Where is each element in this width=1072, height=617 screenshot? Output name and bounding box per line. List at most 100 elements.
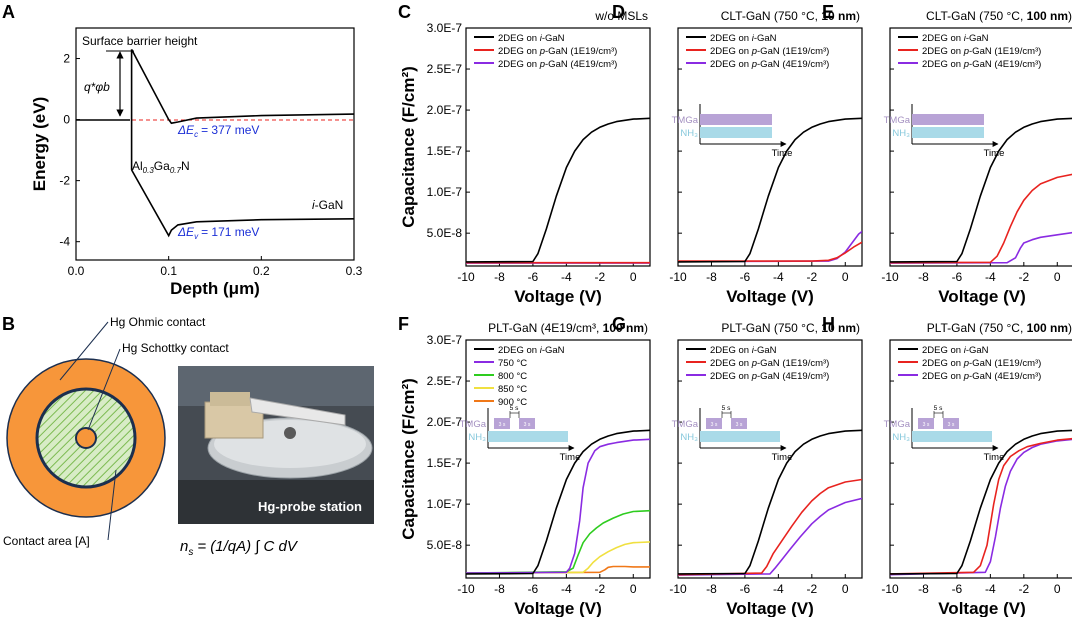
title-suffix: )	[1068, 321, 1072, 335]
legend-prefix: 800 °C	[498, 371, 527, 382]
inset-pulse-on-label: 3 s	[948, 422, 955, 428]
series-line	[678, 117, 862, 263]
panel-a-ytick-label: 2	[63, 52, 70, 66]
title-suffix: )	[644, 321, 648, 335]
xtick-label: -6	[740, 582, 751, 596]
legend-suffix: -GaN	[754, 33, 777, 44]
series-line	[890, 117, 1072, 263]
legend-suffix: -GaN	[966, 345, 989, 356]
title-suffix: )	[856, 9, 860, 23]
title-prefix: PLT-GaN (750 °C,	[721, 321, 821, 335]
legend-label: 2DEG on i-GaN	[710, 345, 777, 356]
schottky-leader	[87, 348, 121, 431]
title-bold: 100 nm	[1027, 321, 1068, 335]
ytick-label: 2.5E-7	[427, 62, 463, 76]
series-line	[890, 437, 1072, 575]
xtick-label: -6	[740, 270, 751, 284]
legend-prefix: 2DEG on	[498, 46, 540, 57]
panel-g: G PLT-GaN (750 °C, 10 nm) -10 -8 -6 -4 -2 0 Volt…	[612, 314, 863, 617]
xtick-label: -2	[806, 582, 817, 596]
legend-label: 2DEG on i-GaN	[498, 345, 565, 356]
series-line	[466, 509, 650, 574]
panel-d: D CLT-GaN (750 °C, 10 nm) -10 -8 -6 -4 -2 0 Volt…	[612, 2, 863, 306]
ohmic-label: Hg Ohmic contact	[110, 315, 206, 329]
xtick-label: 0	[1054, 270, 1061, 284]
ytick-label: 1.0E-7	[427, 497, 463, 511]
legend-label: 850 °C	[498, 384, 527, 395]
series-group	[678, 429, 862, 576]
legend-suffix: -GaN	[542, 345, 565, 356]
inset-pulse-gap-label: 5 s	[722, 405, 731, 412]
y-axis-label: Capacitance (F/cm²)	[399, 66, 418, 228]
legend-label: 2DEG on p-GaN (4E19/cm³)	[922, 371, 1041, 382]
title-prefix: CLT-GaN (750 °C,	[721, 9, 822, 23]
legend-prefix: 2DEG on	[710, 33, 752, 44]
legend-label: 2DEG on p-GaN (1E19/cm³)	[498, 46, 617, 57]
xtick-label: 0	[630, 270, 637, 284]
legend-suffix: -GaN	[542, 33, 565, 44]
series-group	[678, 117, 862, 263]
ytick-label: 2.0E-7	[427, 103, 463, 117]
panel-title: w/o MSLs	[594, 9, 648, 23]
legend-label: 750 °C	[498, 358, 527, 369]
algan-n: N	[181, 159, 190, 173]
title-bold: 10 nm	[821, 9, 856, 23]
xtick-label: -6	[528, 270, 539, 284]
panel-letter-a: A	[2, 2, 15, 22]
panel-a: A Surface barrier height q*φb ΔEc = 377 m…	[2, 2, 363, 298]
series-group	[890, 117, 1072, 264]
xtick-label: -10	[881, 582, 899, 596]
legend-prefix: 2DEG on	[498, 59, 540, 70]
series-line	[466, 438, 650, 574]
panel-title: CLT-GaN (750 °C, 100 nm)	[926, 9, 1072, 23]
growth-timing-inset: TMGa NH₃ Time 3 s 3 s 5 s	[460, 405, 581, 463]
inset-tmga-pulse	[943, 418, 959, 429]
igan-italic: i	[312, 198, 315, 212]
inset-tmga-label: TMGa	[672, 419, 699, 430]
delta-ec-annotation: ΔEc = 377 meV	[177, 123, 259, 139]
xtick-label: -10	[457, 270, 475, 284]
ytick-label: 5.0E-8	[427, 538, 463, 552]
panel-a-ylabel: Energy (eV)	[30, 97, 49, 191]
xtick-label: -10	[881, 270, 899, 284]
legend-suffix: -GaN (4E19/cm³)	[969, 59, 1041, 70]
xtick-label: -4	[773, 270, 784, 284]
legend-prefix: 2DEG on	[498, 345, 540, 356]
title-bold: 100 nm	[603, 321, 644, 335]
x-axis-label: Voltage (V)	[726, 287, 814, 306]
panel-title: PLT-GaN (750 °C, 10 nm)	[721, 321, 860, 335]
inset-nh3-bar	[488, 431, 568, 442]
legend-label: 2DEG on i-GaN	[710, 33, 777, 44]
schottky-label: Hg Schottky contact	[122, 341, 229, 355]
legend-italic: p	[751, 46, 757, 57]
x-axis-label: Voltage (V)	[938, 599, 1026, 617]
inset-nh3-bar	[912, 431, 992, 442]
x-axis-label: Voltage (V)	[726, 599, 814, 617]
algan-al: Al	[132, 159, 143, 173]
panel-h: H PLT-GaN (750 °C, 100 nm) -10 -8 -6 -4 -2 0 Vol…	[822, 314, 1072, 617]
panel-letter-d: D	[612, 2, 625, 22]
inset-nh3-label: NH₃	[892, 432, 910, 443]
panel-b: B Hg Ohmic contact Hg Schottky contact C…	[2, 314, 374, 558]
surface-barrier-label: Surface barrier height	[82, 34, 198, 48]
plot-frame	[465, 339, 651, 579]
legend-label: 2DEG on p-GaN (4E19/cm³)	[922, 59, 1041, 70]
series-group	[466, 429, 650, 575]
panel-a-xtick-label: 0.2	[253, 264, 270, 278]
inset-pulse-on-label: 3 s	[499, 422, 506, 428]
inset-tmga-bar	[700, 114, 772, 125]
legend-suffix: -GaN (1E19/cm³)	[969, 358, 1041, 369]
series-group	[890, 429, 1072, 576]
panel-a-xtick-label: 0.3	[346, 264, 363, 278]
inset-nh3-label: NH₃	[468, 432, 486, 443]
growth-timing-inset: TMGa NH₃ Time 3 s 3 s 5 s	[672, 405, 793, 463]
series-group	[466, 117, 650, 264]
legend-italic: i	[964, 345, 967, 356]
ytick-label: 1.5E-7	[427, 144, 463, 158]
inset-nh3-bar	[700, 431, 780, 442]
contact-area-label: Contact area [A]	[3, 534, 90, 548]
ytick-label: 3.0E-7	[427, 333, 463, 347]
panel-e: E CLT-GaN (750 °C, 100 nm) -10 -8 -6 -4 -2 0 Vol…	[822, 2, 1072, 306]
legend-label: 2DEG on i-GaN	[922, 33, 989, 44]
